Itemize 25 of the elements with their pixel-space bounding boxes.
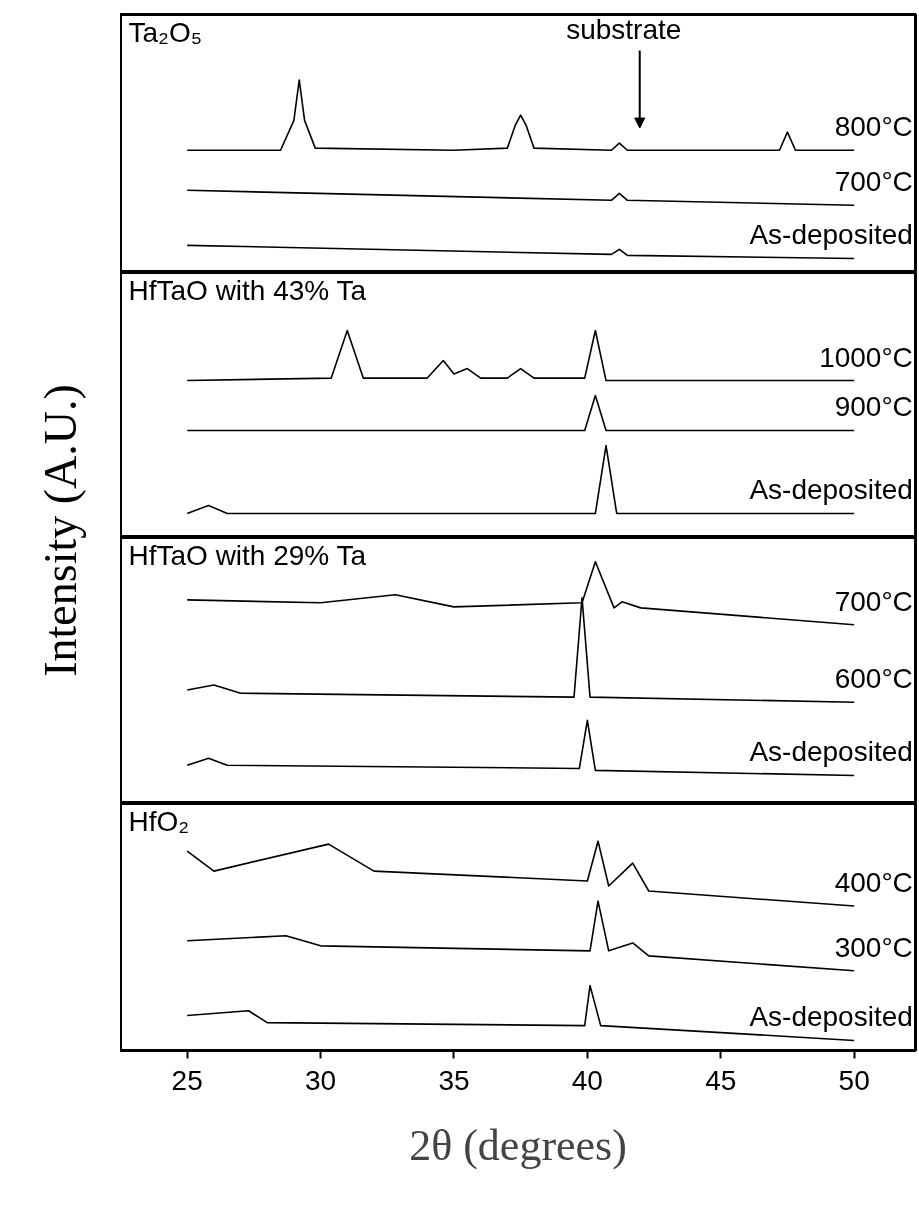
series-label: 300°C	[834, 931, 913, 963]
series-label: 400°C	[834, 867, 913, 899]
x-axis-title: 2θ (degrees)	[409, 1120, 627, 1170]
series-label: 700°C	[834, 166, 913, 198]
x-tick-label: 50	[838, 1064, 870, 1096]
series-label: As-deposited	[749, 1001, 913, 1033]
x-tick-label: 45	[705, 1064, 737, 1096]
x-tick-label: 35	[438, 1064, 470, 1096]
y-axis-title: Intensity (A.U.)	[35, 384, 86, 677]
series-label: 900°C	[834, 391, 913, 423]
x-tick-label: 25	[171, 1064, 203, 1096]
x-tick-label: 40	[571, 1064, 603, 1096]
series-label: 600°C	[834, 663, 913, 695]
text: substrate	[566, 14, 682, 46]
chart-title: Ta₂O₅	[128, 16, 202, 48]
chart-title: HfO₂	[128, 805, 190, 837]
series-label: As-deposited	[749, 736, 913, 768]
series-label: As-deposited	[749, 219, 913, 251]
x-tick-label: 30	[305, 1064, 337, 1096]
series-label: 700°C	[834, 585, 913, 617]
chart-title: HfTaO with 29% Ta	[128, 539, 367, 571]
chart-title: HfTaO with 43% Ta	[128, 274, 367, 306]
series-label: 800°C	[834, 111, 913, 143]
series-label: 1000°C	[819, 341, 913, 373]
series-label: As-deposited	[749, 474, 913, 506]
